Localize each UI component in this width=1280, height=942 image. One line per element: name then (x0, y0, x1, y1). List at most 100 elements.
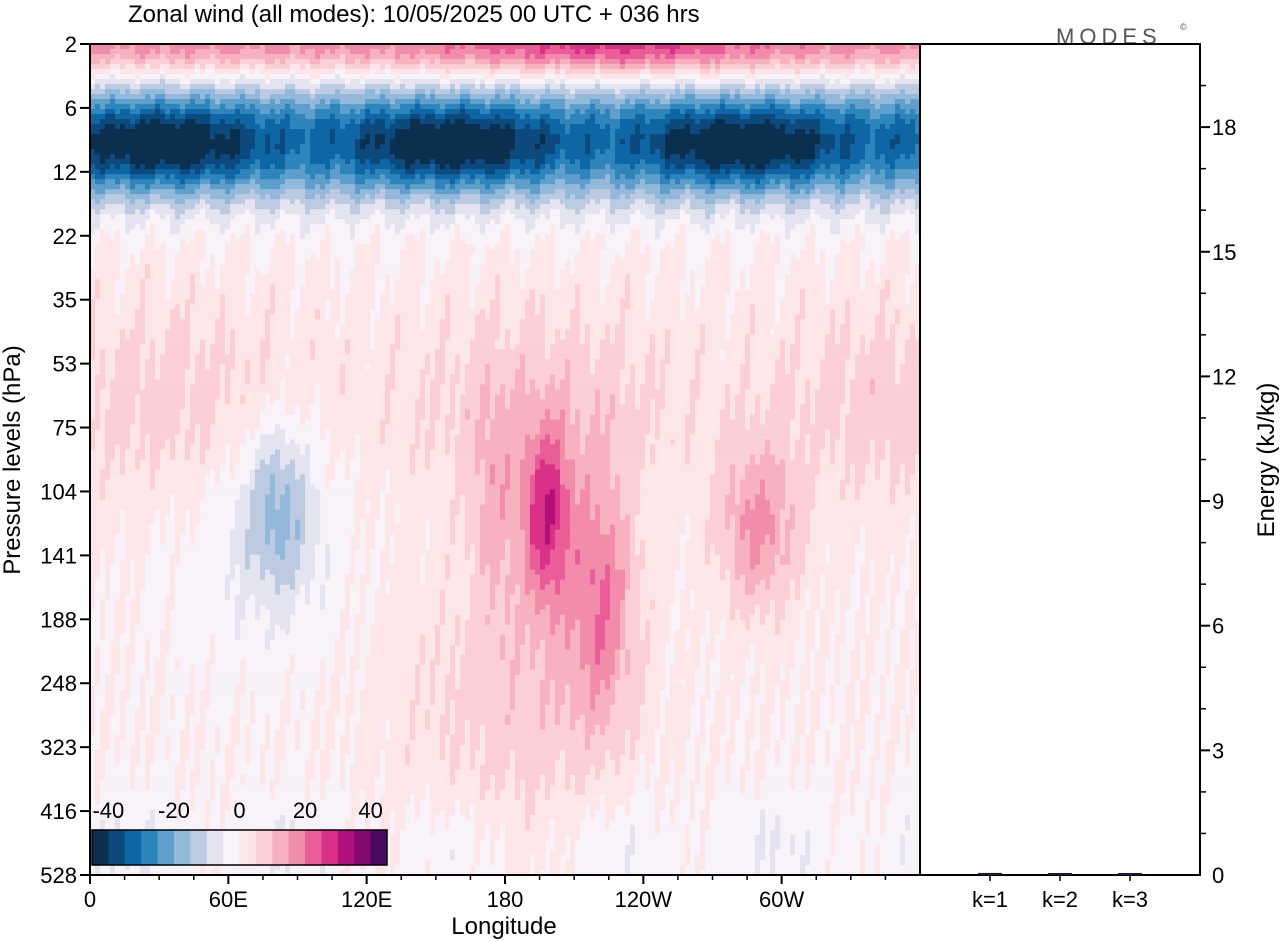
field-cell (635, 189, 641, 195)
field-cell (130, 179, 136, 185)
field-cell (360, 59, 366, 65)
field-cell (235, 54, 241, 60)
field-cell (345, 179, 351, 185)
field-cell (365, 119, 371, 125)
field-cell (430, 69, 436, 75)
field-cell (295, 79, 301, 85)
field-cell (560, 54, 566, 60)
field-cell (585, 169, 591, 175)
field-cell (130, 49, 136, 55)
field-cell (820, 114, 826, 120)
field-cell (850, 149, 856, 155)
field-cell (865, 114, 871, 120)
field-cell (300, 139, 306, 145)
field-cell (660, 119, 666, 125)
field-cell (340, 104, 346, 110)
field-cell (220, 134, 226, 140)
field-cell (545, 114, 551, 120)
field-cell (205, 64, 211, 70)
field-cell (150, 129, 156, 135)
field-cell (600, 99, 606, 105)
field-cell (200, 89, 206, 95)
field-cell (725, 99, 731, 105)
field-cell (690, 124, 696, 130)
field-cell (455, 109, 461, 115)
field-cell (875, 44, 881, 50)
field-cell (855, 94, 861, 100)
field-cell (620, 54, 626, 60)
field-cell (805, 44, 811, 50)
field-cell (720, 134, 726, 140)
field-cell (455, 44, 461, 50)
field-cell (395, 159, 401, 165)
field-cell (690, 64, 696, 70)
field-cell (260, 94, 266, 100)
field-cell (445, 59, 451, 65)
field-cell (540, 64, 546, 70)
field-cell (880, 74, 886, 80)
field-cell (485, 54, 491, 60)
field-cell (315, 184, 321, 190)
field-cell (100, 69, 106, 75)
field-cell (915, 139, 920, 145)
field-cell (365, 49, 371, 55)
field-cell (320, 174, 326, 180)
field-cell (580, 104, 586, 110)
field-cell (390, 99, 396, 105)
field-cell (820, 99, 826, 105)
field-cell (675, 129, 681, 135)
field-cell (180, 139, 186, 145)
field-cell (225, 134, 231, 140)
field-cell (795, 59, 801, 65)
field-cell (520, 159, 526, 165)
field-cell (135, 184, 141, 190)
field-cell (140, 59, 146, 65)
field-cell (390, 154, 396, 160)
field-cell (735, 44, 741, 50)
field-cell (340, 99, 346, 105)
field-cell (200, 44, 206, 50)
field-cell (810, 54, 816, 60)
field-cell (500, 79, 506, 85)
field-cell (480, 174, 486, 180)
field-cell (480, 119, 486, 125)
field-cell (885, 184, 891, 190)
field-cell (495, 124, 501, 130)
field-cell (385, 89, 391, 95)
field-cell (645, 54, 651, 60)
field-cell (905, 74, 911, 80)
field-cell (300, 179, 306, 185)
field-cell (710, 149, 716, 155)
field-cell (420, 79, 426, 85)
field-cell (560, 159, 566, 165)
field-cell (410, 134, 416, 140)
field-cell (860, 184, 866, 190)
field-cell (435, 189, 441, 195)
field-cell (120, 89, 126, 95)
field-cell (95, 54, 101, 60)
field-cell (905, 179, 911, 185)
field-cell (585, 44, 591, 50)
field-cell (190, 94, 196, 100)
field-cell (120, 64, 126, 70)
field-cell (555, 89, 561, 95)
field-cell (540, 149, 546, 155)
field-cell (225, 104, 231, 110)
field-cell (665, 144, 671, 150)
field-cell (750, 99, 756, 105)
field-cell (225, 189, 231, 195)
field-cell (650, 169, 656, 175)
field-cell (890, 164, 896, 170)
field-cell (380, 99, 386, 105)
field-cell (460, 69, 466, 75)
field-cell (780, 79, 786, 85)
field-cell (440, 174, 446, 180)
field-cell (380, 69, 386, 75)
field-cell (760, 134, 766, 140)
field-cell (445, 144, 451, 150)
field-cell (490, 179, 496, 185)
field-cell (360, 104, 366, 110)
field-cell (425, 154, 431, 160)
field-cell (585, 59, 591, 65)
field-cell (375, 59, 381, 65)
